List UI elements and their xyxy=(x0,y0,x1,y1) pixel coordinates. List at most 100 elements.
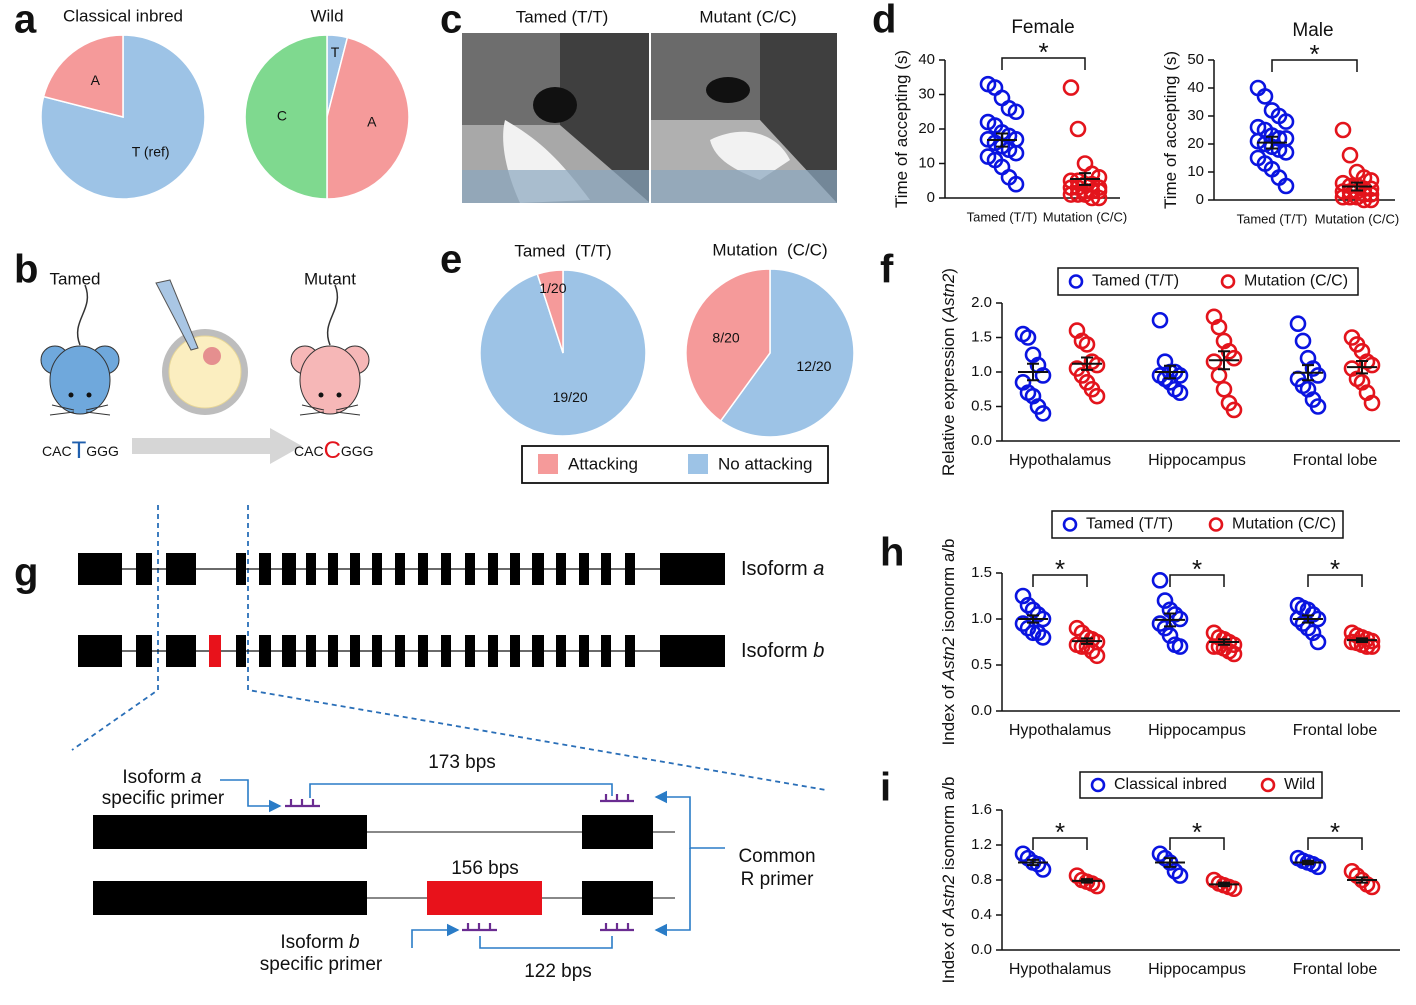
y-axis-label-part: Time of accepting (s) xyxy=(1161,51,1180,209)
data-point xyxy=(1343,862,1361,880)
data-point xyxy=(1277,144,1295,161)
data-point xyxy=(1161,627,1179,644)
x-tick-label: Tamed (T/T) xyxy=(967,209,1038,224)
data-point xyxy=(1210,318,1228,336)
arrow xyxy=(132,428,302,464)
y-axis-label-part: ) xyxy=(939,268,958,274)
pie-title: Mutation (C/C) xyxy=(712,240,827,259)
data-point xyxy=(1171,867,1189,884)
panel-label: a xyxy=(14,0,37,42)
legend-swatch xyxy=(688,454,708,474)
exon xyxy=(282,553,296,585)
mouse-mutant xyxy=(290,284,370,416)
x-tick-label: Mutation (C/C) xyxy=(1043,209,1128,224)
exon xyxy=(395,553,405,585)
data-point xyxy=(1341,146,1359,164)
data-point xyxy=(1363,394,1381,412)
pie-slice xyxy=(536,269,564,354)
error-bar xyxy=(996,132,1008,148)
legend-marker xyxy=(1208,517,1224,532)
isoform-label-part: Isoform xyxy=(741,640,813,662)
exon xyxy=(625,553,635,585)
exon xyxy=(136,635,152,667)
exon xyxy=(532,635,544,667)
exon xyxy=(350,553,360,585)
data-point xyxy=(1334,121,1352,139)
exon xyxy=(532,553,544,585)
slice-label: T (ref) xyxy=(132,143,170,159)
error-bar xyxy=(1266,135,1278,150)
y-tick-label: 30 xyxy=(918,85,935,102)
x-tick-label: Hippocampus xyxy=(1148,961,1246,978)
y-axis-label: Time of accepting (s) xyxy=(892,50,911,208)
significance-label: * xyxy=(1309,39,1319,69)
exon xyxy=(441,553,451,585)
error-bar xyxy=(1302,859,1314,866)
data-point xyxy=(1166,862,1184,880)
exon xyxy=(660,635,725,667)
zoom-detail xyxy=(93,779,725,949)
exon xyxy=(259,553,271,585)
panel-label: e xyxy=(440,238,462,282)
data-point xyxy=(1215,380,1233,398)
exon xyxy=(78,553,122,585)
x-tick-label: Hypothalamus xyxy=(1009,961,1111,978)
data-point xyxy=(1068,619,1086,637)
significance-label: * xyxy=(1192,817,1202,847)
panel-label: h xyxy=(880,531,904,575)
error-bar xyxy=(1218,638,1230,646)
data-point xyxy=(1019,329,1037,346)
data-point xyxy=(1151,615,1169,632)
data-point xyxy=(1007,175,1025,193)
y-tick-label: 40 xyxy=(1187,79,1204,96)
legend-marker xyxy=(1068,274,1084,289)
data-point xyxy=(1205,353,1223,370)
x-tick-label: Frontal lobe xyxy=(1293,961,1378,978)
y-tick-label: 0 xyxy=(1196,191,1204,208)
sequence-part: CAC xyxy=(42,443,72,459)
data-point xyxy=(1225,880,1243,898)
data-point xyxy=(1078,336,1096,353)
legend-marker xyxy=(1062,517,1078,532)
primer-label: specific primer xyxy=(102,788,225,809)
sequence-part: CAC xyxy=(294,443,324,459)
sequence-part: C xyxy=(324,437,341,464)
data-point xyxy=(1210,367,1228,384)
slice-label: C xyxy=(277,108,287,124)
data-point xyxy=(1014,845,1032,863)
exon xyxy=(372,635,382,667)
data-point xyxy=(1277,177,1295,195)
y-axis-label-part: Astn2 xyxy=(939,874,958,919)
data-point xyxy=(1156,592,1174,609)
exon xyxy=(328,553,338,585)
slice-label: A xyxy=(91,72,101,88)
y-tick-label: 1.5 xyxy=(971,328,992,345)
y-tick-label: 10 xyxy=(1187,163,1204,180)
y-tick-label: 50 xyxy=(1187,51,1204,68)
isoform-label-part: a xyxy=(813,558,824,580)
data-point xyxy=(1083,189,1101,207)
data-point xyxy=(1019,596,1037,614)
pie-slice xyxy=(244,34,328,200)
legend-label: Tamed (T/T) xyxy=(1086,516,1173,533)
data-point xyxy=(1205,638,1223,655)
y-axis-label: Index of Astn2 isomorm a/b xyxy=(939,777,958,984)
legend-marker xyxy=(1260,777,1276,793)
size-label: 173 bps xyxy=(428,752,496,773)
error-bar xyxy=(1081,356,1093,371)
exon xyxy=(579,635,589,667)
sequence: CACCGGG xyxy=(294,437,374,464)
y-tick-label: 1.0 xyxy=(971,610,992,627)
primer-label: Common xyxy=(738,846,815,867)
size-label: 122 bps xyxy=(524,961,592,982)
pie-title: Tamed (T/T) xyxy=(514,241,611,260)
y-tick-label: 1.5 xyxy=(971,564,992,581)
exon xyxy=(136,553,152,585)
panel-label: g xyxy=(14,551,38,595)
significance-label: * xyxy=(1330,554,1340,584)
data-point xyxy=(1171,384,1189,402)
data-point xyxy=(1088,647,1106,665)
y-axis-label: Time of accepting (s) xyxy=(1161,51,1180,209)
y-axis-label: Relative expression (Astn2) xyxy=(939,268,958,476)
data-point xyxy=(1225,349,1243,367)
